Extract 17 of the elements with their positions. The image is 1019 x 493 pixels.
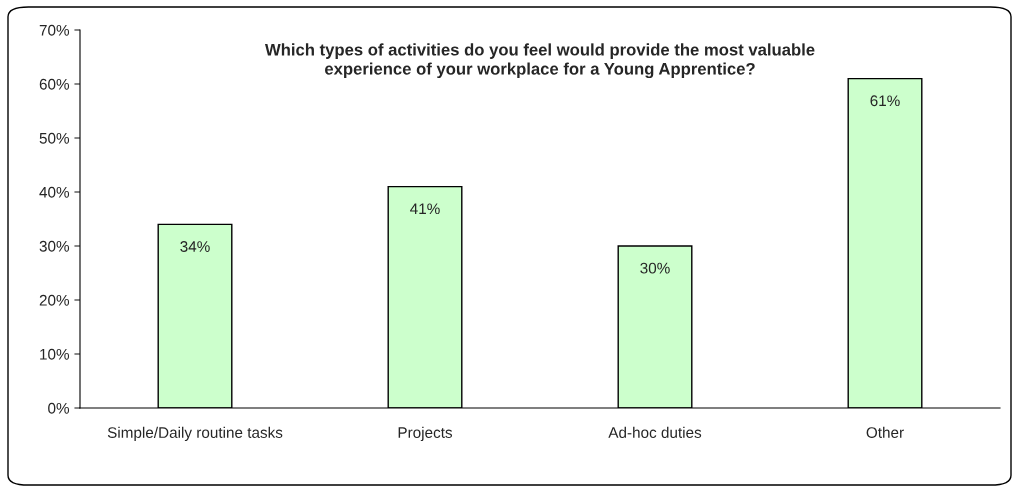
y-tick-label: 50%	[39, 132, 70, 144]
y-tick-label: 10%	[40, 348, 70, 360]
data-label: 41%	[410, 203, 440, 215]
text: Which types of activities do you feel would provide the most valuable experience of your workplace for a Young Apprentice?	[264, 43, 815, 79]
x-tick-label: Projects	[398, 426, 453, 441]
y-tick-label: 40%	[39, 186, 70, 198]
x-tick-label: Ad-hoc duties	[608, 426, 702, 438]
y-tick-label: 70%	[39, 24, 70, 36]
data-label: 34%	[180, 241, 210, 252]
y-tick-label: 20%	[39, 294, 70, 306]
x-tick-label: Simple/Daily routine tasks	[107, 426, 283, 441]
x-tick-label: Other	[866, 426, 904, 438]
y-tick-label: 60%	[39, 78, 70, 90]
data-label: 30%	[640, 262, 670, 274]
y-tick-label: 30%	[39, 240, 70, 252]
y-tick-label: 0%	[48, 402, 70, 414]
data-label: 61%	[870, 95, 900, 107]
